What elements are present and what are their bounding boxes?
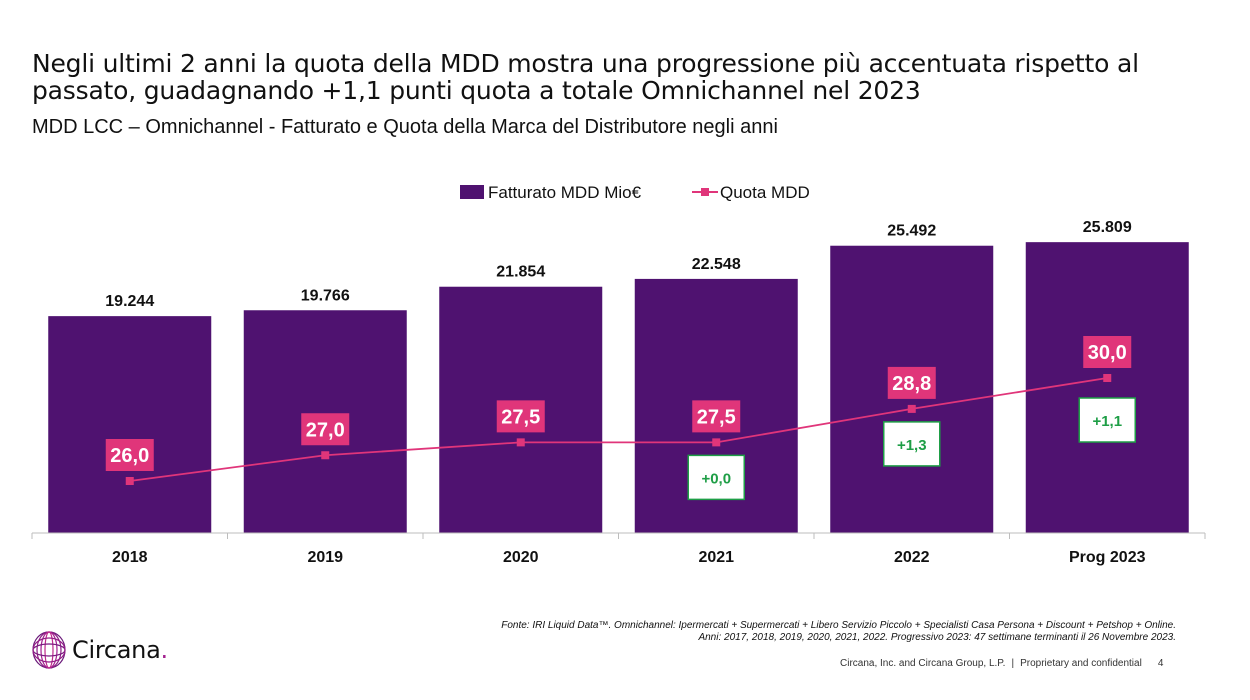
footer-separator: | xyxy=(1011,658,1015,669)
quota-label: 27,0 xyxy=(306,419,345,441)
delta-label: +1,3 xyxy=(897,437,927,454)
legend-label-quota: Quota MDD xyxy=(720,183,810,202)
delta-box xyxy=(883,421,941,467)
bar-value-label: 19.244 xyxy=(105,293,154,310)
delta-label: +0,0 xyxy=(701,470,731,487)
bar-5 xyxy=(1025,242,1189,534)
quota-label-box xyxy=(301,413,350,446)
quota-marker xyxy=(1103,374,1112,382)
source-line-1: Fonte: IRI Liquid Data™. Omnichannel: Ip… xyxy=(501,620,1176,631)
quota-label-box xyxy=(1083,336,1132,368)
quota-label-box xyxy=(496,400,545,433)
bar-value-label: 19.766 xyxy=(301,287,350,304)
quota-marker xyxy=(907,404,916,413)
source-line-2: Anni: 2017, 2018, 2019, 2020, 2021, 2022… xyxy=(698,632,1176,643)
quota-label: 30,0 xyxy=(1088,342,1127,364)
slide-title: Negli ultimi 2 anni la quota della MDD m… xyxy=(32,49,1139,105)
quota-label-box xyxy=(692,400,741,433)
legend-label-fatturato: Fatturato MDD Mio€ xyxy=(488,183,642,202)
quota-label-box xyxy=(105,439,154,471)
bar-value-label: 21.854 xyxy=(496,264,545,281)
circana-logo: Circana. xyxy=(30,630,168,670)
x-tick-label: 2020 xyxy=(503,549,539,566)
quota-marker xyxy=(712,438,721,447)
source-note: Fonte: IRI Liquid Data™. Omnichannel: Ip… xyxy=(501,620,1176,644)
quota-label: 27,5 xyxy=(697,406,736,428)
bar-0 xyxy=(48,316,212,533)
x-tick-label: 2022 xyxy=(894,549,930,566)
delta-label: +1,1 xyxy=(1092,413,1122,430)
bar-value-label: 22.548 xyxy=(692,256,741,273)
quota-label: 26,0 xyxy=(110,445,149,467)
quota-marker xyxy=(321,451,330,460)
logo-text: Circana xyxy=(72,636,161,664)
legend-marker-quota xyxy=(701,188,709,196)
slide-subtitle: MDD LCC – Omnichannel - Fatturato e Quot… xyxy=(32,116,778,138)
x-tick-label: 2018 xyxy=(112,549,148,566)
logo-dot: . xyxy=(160,636,169,664)
quota-marker xyxy=(516,438,525,447)
quota-line xyxy=(129,377,1108,482)
page-number: 4 xyxy=(1157,658,1164,669)
x-tick-label: 2021 xyxy=(698,549,734,566)
combo-chart: Fatturato MDD Mio€ Quota MDD 19.244 19.766 2… xyxy=(31,183,1206,566)
quota-label: 27,5 xyxy=(501,406,540,428)
x-tick-label: 2019 xyxy=(307,549,343,566)
logo-wordmark: Circana. xyxy=(72,636,168,664)
x-tick-label: Prog 2023 xyxy=(1069,549,1146,566)
quota-label-box xyxy=(887,366,936,399)
footer: Circana, Inc. and Circana Group, L.P. | Pr… xyxy=(840,658,1163,669)
delta-box xyxy=(1078,397,1136,443)
delta-box xyxy=(687,454,745,501)
quota-label: 28,8 xyxy=(892,373,931,395)
footer-company: Circana, Inc. and Circana Group, L.P. xyxy=(840,658,1006,669)
bar-value-label: 25.492 xyxy=(887,223,936,240)
bar-value-label: 25.809 xyxy=(1083,219,1132,236)
quota-marker xyxy=(125,477,134,485)
footer-confidential: Proprietary and confidential xyxy=(1020,658,1142,669)
circana-rings-icon xyxy=(32,631,66,669)
legend-swatch-fatturato xyxy=(460,185,484,199)
